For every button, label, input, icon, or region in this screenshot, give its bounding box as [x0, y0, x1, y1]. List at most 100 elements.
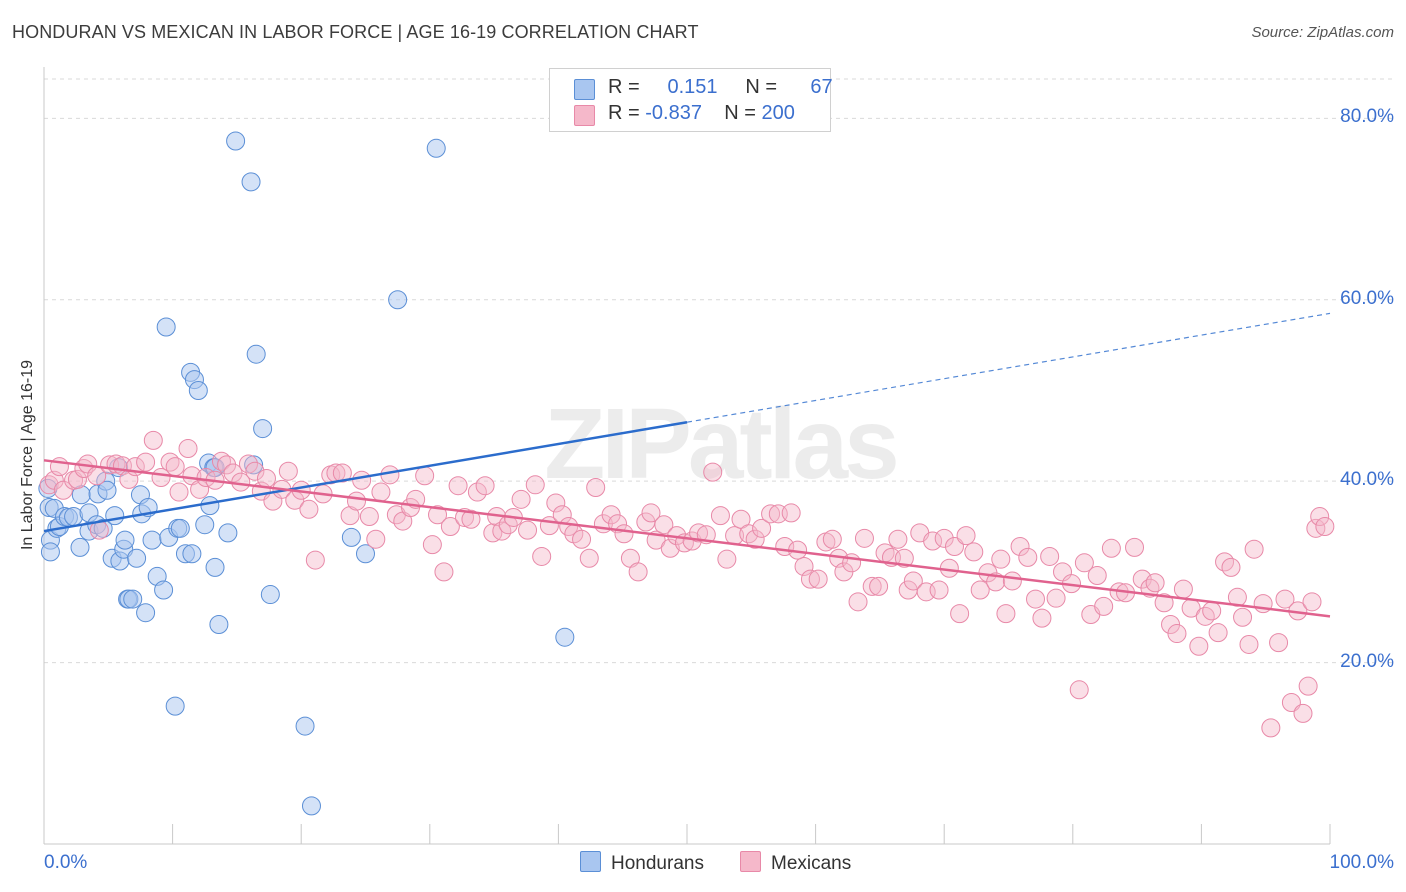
n-label: N = [745, 76, 778, 98]
r-value-hondurans: 0.151 [667, 76, 718, 98]
mexican-point [346, 491, 366, 511]
honduran-point [64, 507, 84, 527]
mexican-point [1032, 608, 1052, 628]
mexican-point [822, 529, 842, 549]
mexican-point [525, 475, 545, 495]
mexican-point [169, 482, 189, 502]
honduran-point [218, 523, 238, 543]
mexican-point [211, 451, 231, 471]
y-axis-label: In Labor Force | Age 16-19 [19, 359, 36, 551]
mexican-point [422, 535, 442, 555]
mexican-point [136, 452, 156, 472]
legend-label-hondurans: Hondurans [611, 853, 704, 874]
honduran-point [253, 419, 273, 439]
honduran-point [260, 585, 280, 605]
mexican-point [572, 529, 592, 549]
series-hondurans [38, 131, 575, 816]
mexican-point [1189, 636, 1209, 656]
mexican-point [808, 569, 828, 589]
mexican-point [1261, 718, 1281, 738]
mexican-point [1244, 539, 1264, 559]
mexican-point [1094, 596, 1114, 616]
mexican-point [67, 469, 87, 489]
mexican-point [710, 506, 730, 526]
mexican-point [1281, 692, 1301, 712]
mexican-point [923, 531, 943, 551]
mexican-point [991, 549, 1011, 569]
mexican-point [256, 468, 276, 488]
mexican-point [641, 503, 661, 523]
honduran-point [426, 138, 446, 158]
mexican-point [238, 454, 258, 474]
mexican-point [614, 524, 634, 544]
hondurans-legend-swatch [580, 851, 601, 872]
mexican-point [366, 529, 386, 549]
honduran-point [40, 542, 60, 562]
honduran-point [226, 131, 246, 151]
mexican-point [970, 580, 990, 600]
honduran-point [356, 544, 375, 564]
mexican-point [511, 489, 531, 509]
trend-line-hondurans-projection [686, 312, 1331, 423]
trend-lines [43, 312, 1331, 618]
mexican-point [1046, 588, 1066, 608]
n-value-hondurans: 67 [810, 76, 833, 98]
mexican-point [739, 524, 759, 544]
mexican-point [745, 529, 765, 549]
mexican-point [165, 457, 185, 477]
r-label: R = [608, 76, 640, 98]
mexican-point [340, 506, 360, 526]
honduran-point [156, 317, 176, 337]
honduran-point [97, 480, 117, 500]
mexican-point [761, 504, 781, 524]
honduran-point [154, 580, 174, 600]
honduran-point [123, 589, 143, 609]
mexican-point [1002, 571, 1022, 591]
mexican-point [1195, 606, 1215, 626]
honduran-point [209, 614, 229, 634]
mexican-point [299, 499, 319, 519]
mexican-point [359, 507, 379, 527]
mexican-point [1208, 623, 1228, 643]
n-label: N = [724, 102, 756, 124]
mexican-point [717, 549, 737, 569]
mexican-point [854, 528, 874, 548]
mexican-point [781, 503, 801, 523]
axes [43, 67, 1331, 845]
honduran-point [341, 527, 361, 547]
mexican-point [579, 548, 599, 568]
trend-line-hondurans [43, 420, 688, 533]
mexican-point [1233, 607, 1253, 627]
mexican-point [467, 482, 487, 502]
correlation-legend: R = 0.151 N = 67 R = -0.837 N = 200 [549, 68, 833, 132]
honduran-point [301, 796, 321, 816]
mexican-point [518, 520, 538, 540]
mexican-point [1145, 573, 1165, 593]
mexican-point [440, 517, 460, 537]
honduran-point [170, 518, 190, 538]
mexican-point [1293, 703, 1313, 723]
hondurans-swatch [574, 79, 595, 100]
honduran-point [246, 344, 266, 364]
mexican-point [448, 476, 468, 496]
trend-line-mexicans [43, 459, 1331, 618]
mexican-point [53, 480, 73, 500]
mexican-point [178, 439, 198, 459]
legend-label-mexicans: Mexicans [771, 853, 852, 874]
honduran-point [195, 515, 215, 535]
honduran-point [295, 716, 315, 736]
honduran-point [115, 530, 135, 550]
y-tick-label: 60.0% [1340, 287, 1394, 309]
mexican-point [929, 580, 949, 600]
mexican-point [1239, 634, 1259, 654]
mexican-point [628, 562, 648, 582]
mexicans-legend-swatch [740, 851, 761, 872]
mexican-point [532, 546, 552, 566]
mexican-point [660, 538, 680, 558]
watermark: ZIPatlas [544, 388, 896, 500]
honduran-point [241, 172, 261, 192]
mexican-point [371, 482, 391, 502]
honduran-point [205, 557, 225, 577]
grid-lines [44, 78, 1395, 664]
